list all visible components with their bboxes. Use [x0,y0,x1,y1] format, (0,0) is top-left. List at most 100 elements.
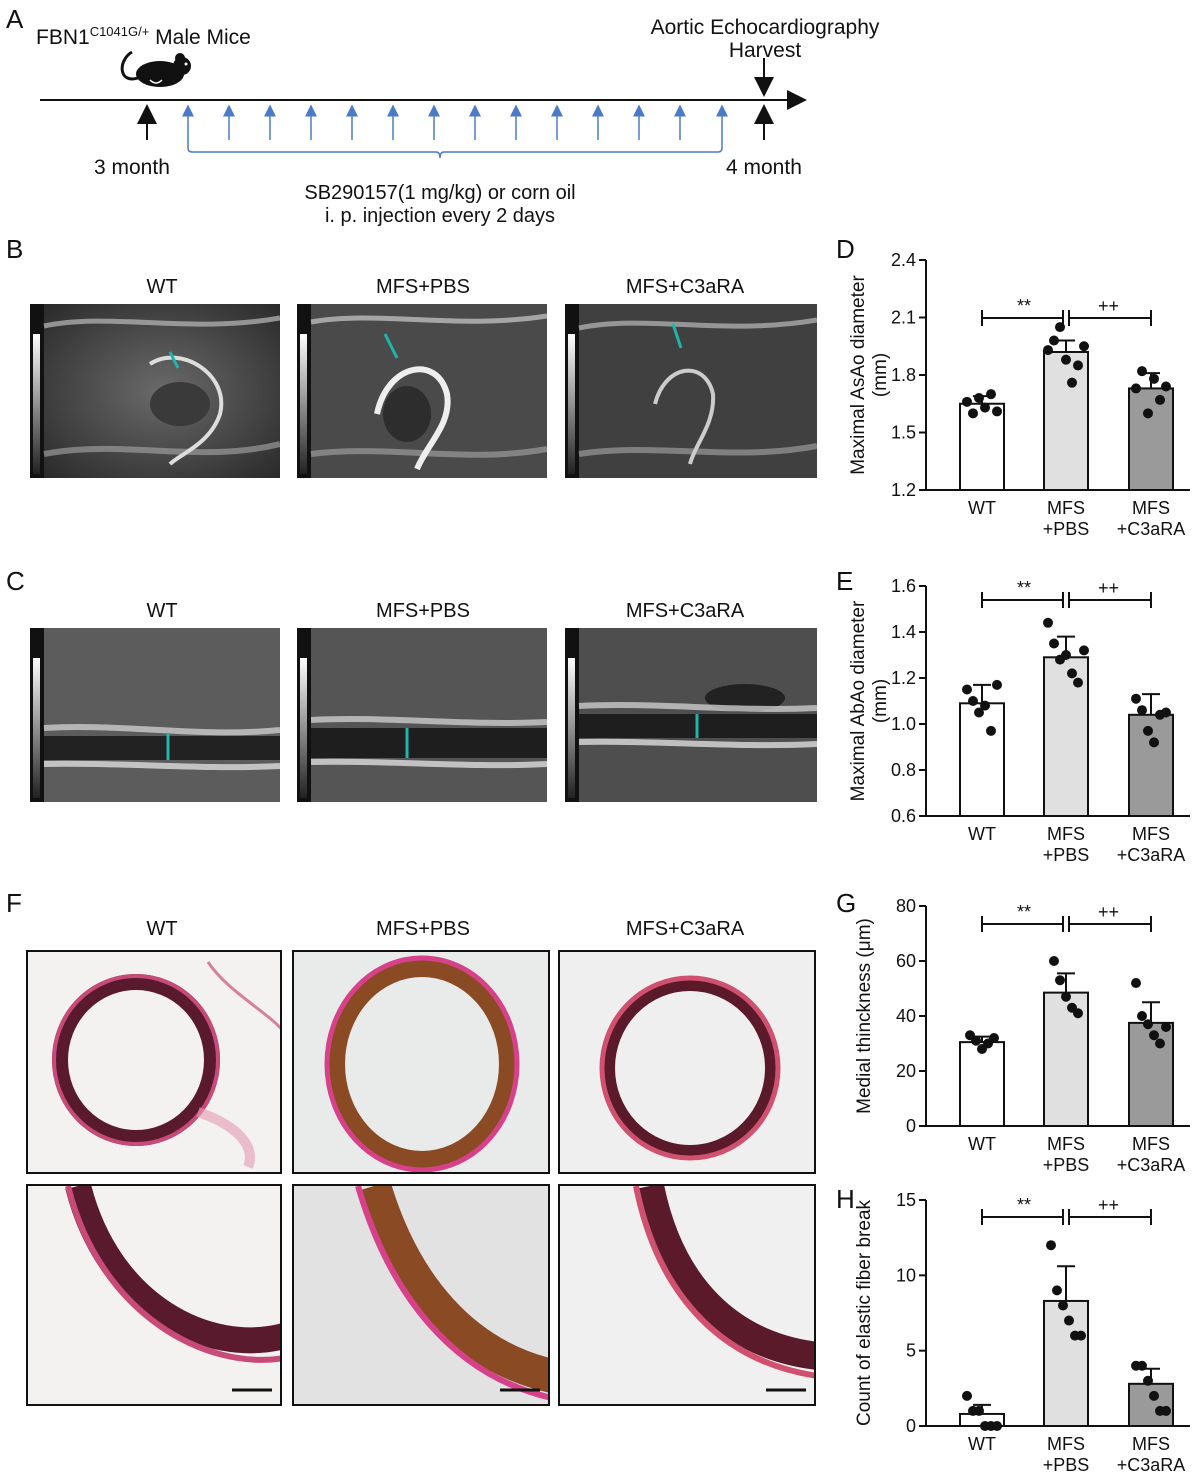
end-label: 4 month [726,156,802,179]
chart-g-category-0: WT [968,1134,996,1154]
chart-d-point-2-0 [1131,383,1141,394]
chart-e-point-1-6 [1079,645,1089,656]
echo-image-b-wt [30,304,280,478]
chart-d-point-1-0 [1043,345,1053,356]
chart-g-ytick-label-1: 20 [896,1061,916,1081]
chart-g-ylabel: Medial thinckness (μm) [854,918,875,1114]
b-label-mfs-pbs: MFS+PBS [376,276,470,298]
echo-image-c-mfs-pbs [297,628,547,802]
chart-h-bar-2 [1128,1382,1174,1428]
chart-d-ytick-label-1: 1.5 [891,423,916,443]
chart-g-ytick-label-4: 80 [896,896,916,916]
chart-h-point-2-1 [1137,1360,1147,1371]
chart-e-category-0: WT [968,824,996,844]
chart-g-category-1: MFS +PBS [1043,1134,1090,1175]
treatment-bracket [187,140,723,159]
chart-d-ytick-label-3: 2.1 [891,308,916,328]
echo-image-b-mfs-pbs [297,304,547,478]
chart-g-point-1-0 [1049,956,1059,966]
echo-image-c-mfs-c3ara [565,628,817,802]
c-label-mfs-pbs: MFS+PBS [376,600,470,622]
chart-e-category-1: MFS +PBS [1043,824,1090,865]
panel-letter-h: H [836,1184,855,1214]
histology-f-mfs-c3ara-overview [558,950,816,1174]
chart-d-point-2-2 [1143,408,1153,419]
chart-e-point-2-3 [1149,737,1159,748]
chart-g-point-1-4 [1073,1008,1083,1019]
chart-e-ylabel: Maximal AbAo diameter(mm) [848,600,891,801]
chart-h-point-1-1 [1052,1285,1062,1296]
chart-e-point-2-0 [1131,693,1141,704]
chart-e-point-0-0 [962,684,972,695]
chart-e-point-2-5 [1161,707,1171,718]
chart-g-point-2-4 [1155,1038,1165,1049]
chart-d-point-0-5 [992,406,1002,417]
c-label-mfs-c3ara: MFS+C3aRA [625,600,745,622]
f-label-wt: WT [146,918,178,940]
chart-d-bar-2 [1128,387,1174,492]
chart-d-sig-right: ++ [1098,296,1119,316]
mice-gene: FBN1 [36,26,90,49]
chart-g-point-2-2 [1143,1019,1153,1030]
chart-d-point-1-3 [1061,354,1071,365]
mouse-icon [120,50,191,87]
chart-d-sig-left: ** [1017,296,1031,316]
end-event-line2: Harvest [728,39,802,62]
chart-d-asao-diameter: Maximal AsAo diameter(mm)1.2 1.5 1.8 2.1 2.4… [848,250,1190,539]
chart-g-point-1-1 [1055,975,1065,986]
chart-h-point-2-3 [1149,1390,1159,1401]
chart-g-point-1-2 [1061,991,1071,1002]
histology-f-mfs-pbs-overview [292,950,550,1174]
chart-g-point-2-5 [1161,1022,1171,1032]
panel-letter-e: E [836,566,854,596]
chart-g-sig-right: ++ [1098,902,1119,922]
chart-h-ytick-label-1: 5 [906,1341,916,1361]
b-label-wt: WT [146,276,178,298]
chart-e-point-2-2 [1143,725,1153,736]
histology-f-wt-zoom [26,1184,282,1406]
chart-h-point-0-5 [992,1421,1002,1431]
chart-h-point-1-0 [1046,1240,1056,1251]
chart-h-point-0-2 [974,1405,984,1416]
chart-d-bar-1 [1043,351,1089,491]
chart-e-ytick-label-5: 1.6 [891,576,916,596]
panel-letter-d: D [836,234,855,264]
chart-h-point-1-5 [1076,1330,1086,1341]
chart-g-bar-0 [959,1041,1005,1127]
mice-suffix: Male Mice [149,26,251,49]
chart-h-point-0-0 [962,1390,972,1401]
chart-h-category-0: WT [968,1434,996,1454]
chart-d-ytick-label-2: 1.8 [891,365,916,385]
chart-e-sig-right: ++ [1098,578,1119,598]
chart-h-category-1: MFS +PBS [1043,1434,1090,1475]
chart-d-category-2: MFS +C3aRA [1117,498,1186,539]
chart-d-point-0-0 [962,396,972,407]
treatment-line2: i. p. injection every 2 days [324,205,556,227]
chart-h-ytick-label-0: 0 [906,1416,916,1436]
chart-d-point-2-5 [1161,381,1171,392]
panel-letter-g: G [836,888,857,918]
chart-d-point-2-3 [1149,373,1159,384]
treatment-label: SB290157(1 mg/kg) or corn oil i. p. inje… [290,182,590,228]
f-label-mfs-pbs: MFS+PBS [376,918,470,940]
chart-g-point-0-4 [989,1033,999,1043]
histology-f-wt-overview [26,950,282,1174]
injection-arrows [182,104,728,140]
chart-g-point-2-1 [1137,1011,1147,1021]
chart-g-category-2: MFS +C3aRA [1117,1134,1186,1175]
chart-e-point-0-2 [974,707,984,718]
chart-e-point-0-4 [986,725,996,736]
chart-h-ylabel: Count of elastic fiber break [854,1200,875,1427]
chart-g-medial-thickness: Medial thinckness (μm) 0 20 40 60 80 WT MFS +PBS… [854,896,1190,1175]
chart-h-point-2-5 [1161,1405,1171,1416]
chart-e-point-1-5 [1073,677,1083,688]
histology-f-mfs-pbs-zoom [292,1184,550,1406]
treatment-line1: SB290157(1 mg/kg) or corn oil [304,182,576,204]
chart-h-category-2: MFS +C3aRA [1117,1434,1186,1475]
panel-letter-b: B [6,234,24,264]
b-label-mfs-c3ara: MFS+C3aRA [625,276,745,298]
chart-d-point-0-1 [968,408,978,419]
chart-g-ytick-label-3: 60 [896,951,916,971]
panel-letter-a: A [6,4,24,34]
mice-label: FBN1C1041G/+ Male Mice [36,24,251,50]
